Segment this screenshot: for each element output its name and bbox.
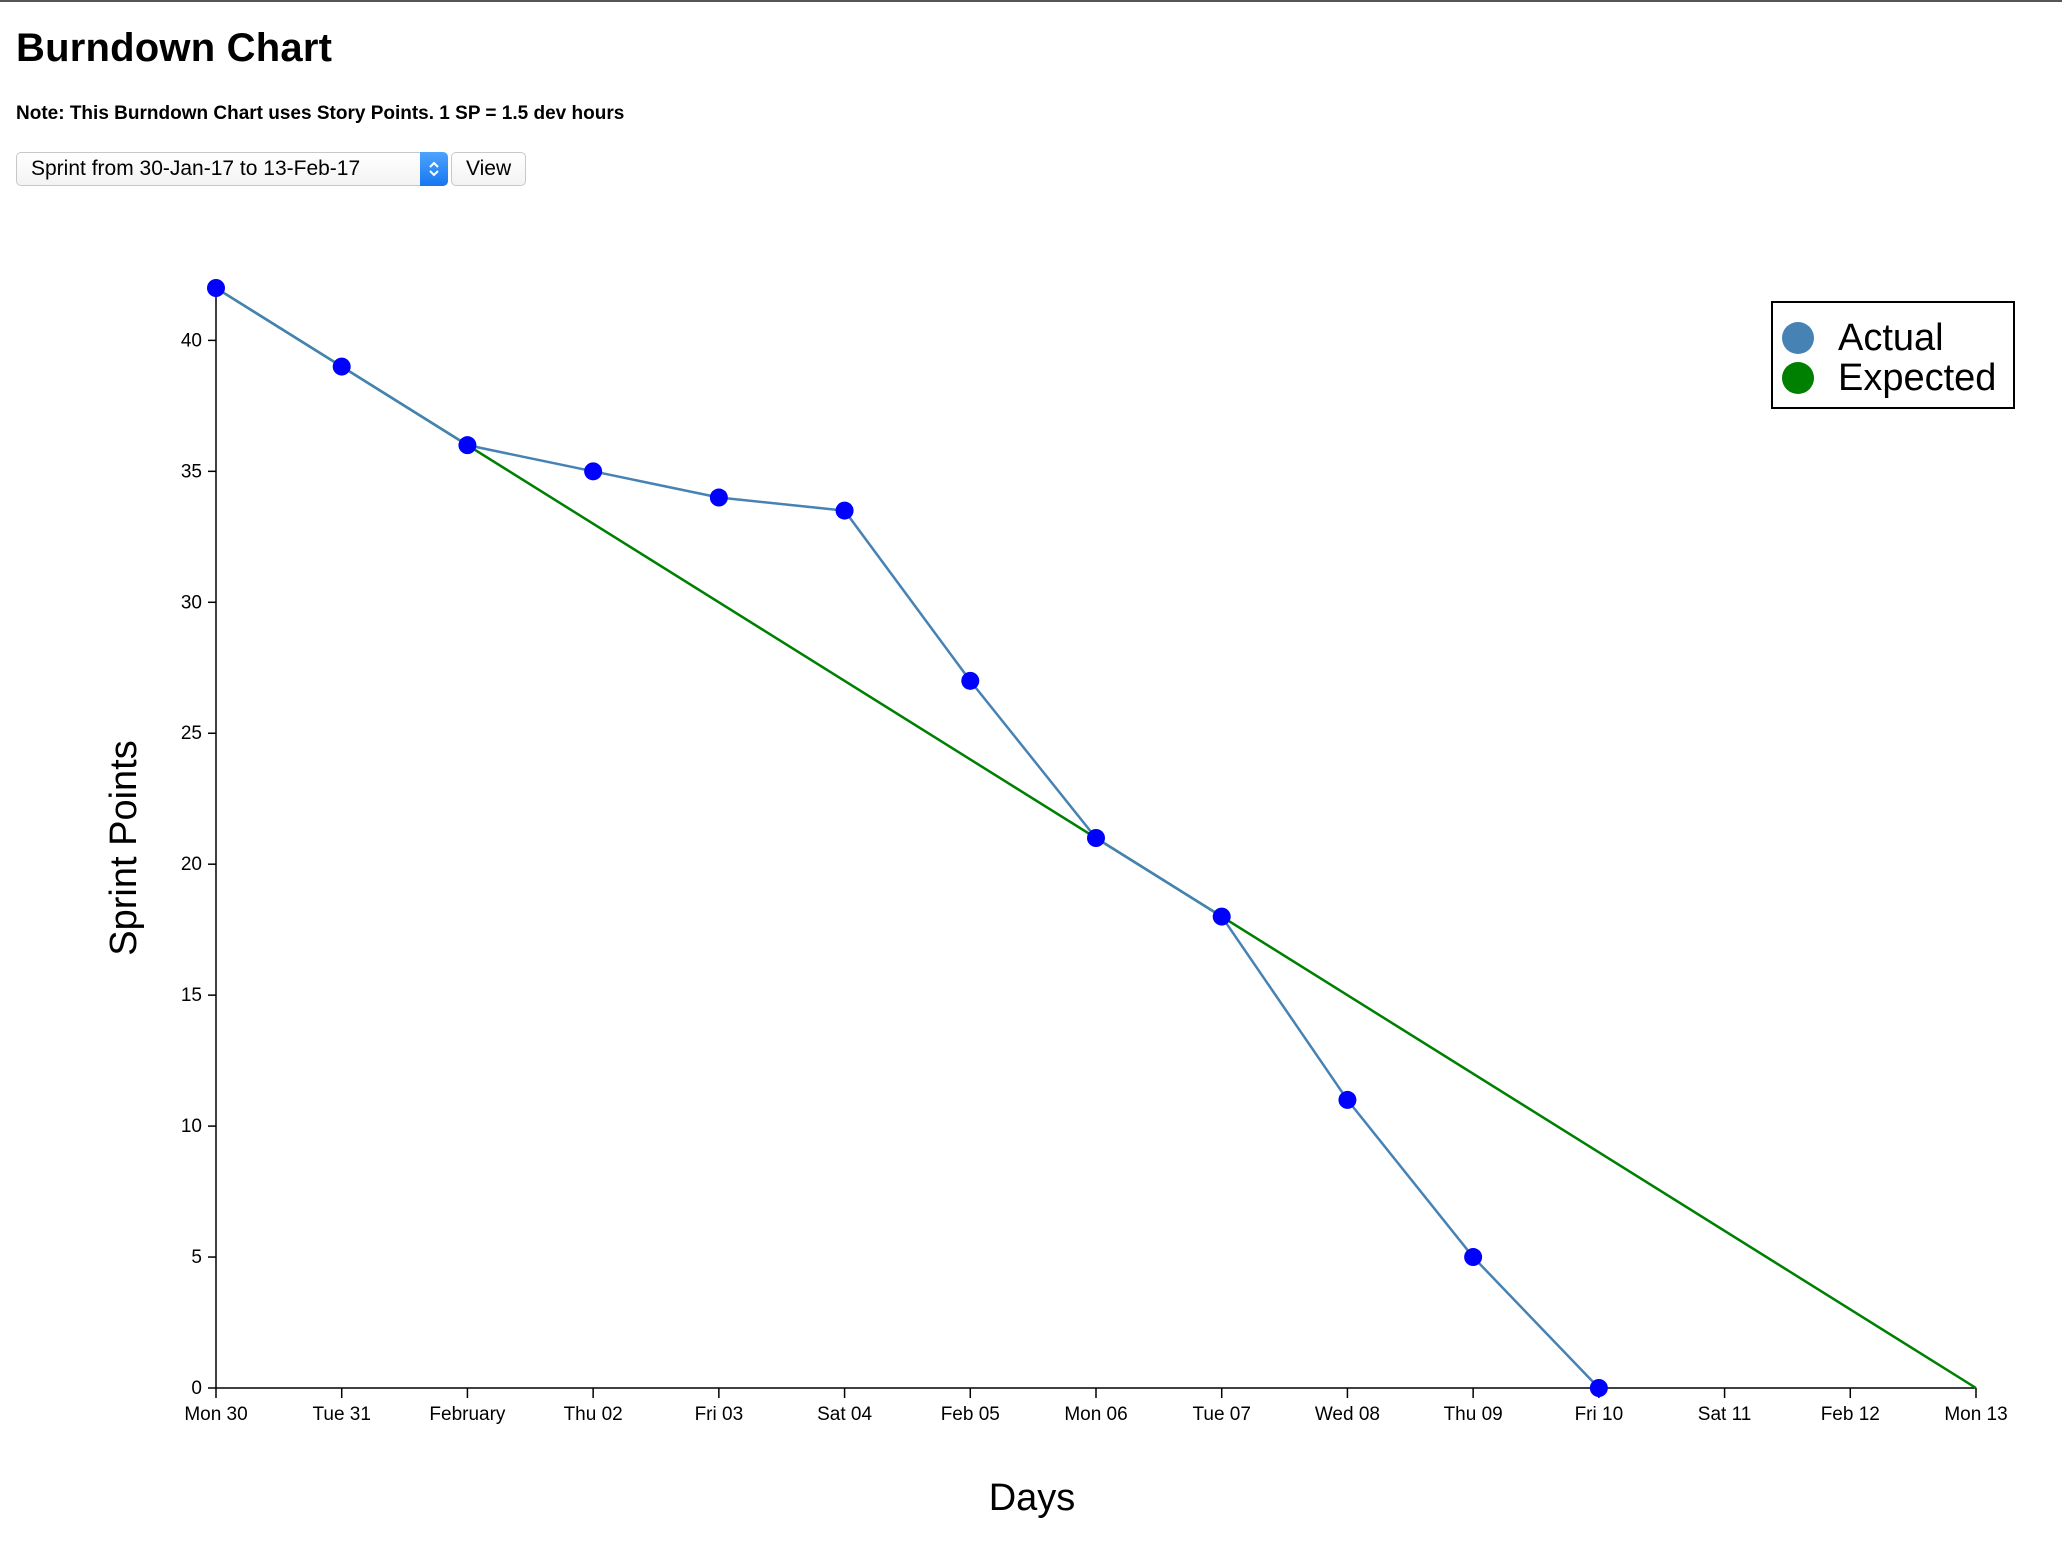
chart-axes: 0 5 10 15 20 25 30 35 40 Mon 30 Tue 31 February Thu … [181,284,2008,1425]
actual-point [1464,1248,1483,1267]
top-border [0,0,2062,2]
x-tick-label: Feb 12 [1821,1404,1880,1425]
x-tick-label: Mon 13 [1944,1404,2007,1425]
actual-point [709,488,728,507]
actual-point [1212,907,1231,926]
y-tick-label: 30 [181,592,202,613]
x-tick-label: February [429,1404,506,1425]
actual-point [1087,829,1105,847]
x-tick-label: Thu 02 [564,1404,623,1425]
actual-point [207,279,225,297]
legend-box [1771,301,2015,409]
x-tick-label: Mon 30 [184,1404,247,1425]
x-tick-label: Fri 03 [695,1404,744,1425]
page-title: Burndown Chart [16,26,333,70]
x-axis-title: Days [989,1477,1076,1519]
chart-legend: Actual Expected [1771,301,2015,409]
legend-marker-actual [1782,322,1814,354]
legend-label-expected: Expected [1838,357,1996,399]
x-tick-label: Mon 06 [1064,1404,1127,1425]
actual-point [1589,1379,1608,1397]
x-tick-label: Fri 10 [1575,1404,1624,1425]
y-axis-title: Sprint Points [103,740,145,955]
story-points-note: Note: This Burndown Chart uses Story Poi… [16,103,625,124]
x-tick-label: Sat 04 [817,1404,872,1425]
view-button[interactable]: View [451,152,527,186]
actual-point [332,357,351,376]
y-tick-label: 15 [181,985,202,1006]
actual-point [961,671,980,690]
x-tick-label: Wed 08 [1315,1404,1380,1425]
legend-marker-expected [1782,362,1814,394]
chevron-up-down-icon[interactable] [420,152,448,186]
sprint-controls: Sprint from 30-Jan-17 to 13-Feb-17 View [16,152,527,188]
x-tick-label: Tue 07 [1192,1404,1250,1425]
y-tick-label: 25 [181,723,202,744]
y-tick-label: 20 [181,854,202,875]
legend-label-actual: Actual [1838,317,1944,359]
x-tick-label: Thu 09 [1444,1404,1503,1425]
y-tick-label: 5 [191,1247,202,1268]
x-tick-label: Tue 31 [312,1404,370,1425]
y-tick-label: 35 [181,461,202,482]
chart-series [207,279,1977,1397]
actual-point [1338,1090,1357,1109]
x-tick-label: Feb 05 [941,1404,1000,1425]
sprint-select[interactable]: Sprint from 30-Jan-17 to 13-Feb-17 [16,152,448,186]
y-tick-label: 0 [191,1378,202,1399]
y-tick-label: 40 [181,330,202,351]
actual-point [835,501,854,520]
x-tick-label: Sat 11 [1698,1404,1752,1425]
sprint-select-value: Sprint from 30-Jan-17 to 13-Feb-17 [31,157,361,180]
y-tick-label: 10 [181,1116,202,1137]
actual-point [584,462,603,481]
actual-point [458,436,477,455]
actual-line [215,286,1600,1389]
